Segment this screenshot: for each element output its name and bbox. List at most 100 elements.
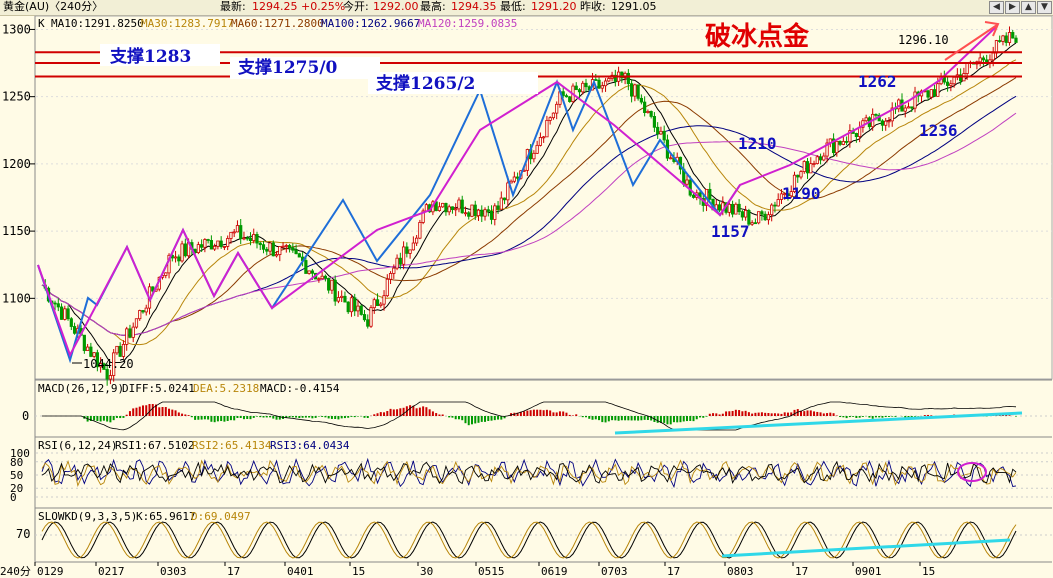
- macd-label: MACD(26,12,9): [38, 382, 124, 395]
- candle-body: [385, 278, 389, 297]
- candle-body: [515, 176, 520, 179]
- candle-body: [388, 273, 393, 280]
- candle-body: [691, 194, 696, 198]
- candle-body: [284, 245, 288, 247]
- candle-body: [874, 113, 878, 116]
- candle-body: [779, 193, 784, 200]
- candle-body: [809, 163, 813, 174]
- candle-body: [213, 245, 217, 250]
- candle-body: [271, 242, 275, 257]
- label-bg: [100, 44, 220, 66]
- candle-body: [499, 197, 503, 210]
- candle-body: [437, 206, 442, 212]
- label-bg: [368, 72, 538, 94]
- level-1262-label: 1262: [858, 72, 897, 91]
- candle-body: [82, 334, 86, 351]
- candle-body: [845, 141, 849, 143]
- candle-body: [831, 138, 836, 154]
- candle-body: [232, 231, 236, 234]
- candle-body: [561, 91, 565, 97]
- candle-body: [818, 156, 823, 161]
- candle-body: [405, 246, 409, 254]
- candle-body: [200, 244, 204, 248]
- candle-body: [401, 246, 406, 265]
- candle-body: [835, 140, 839, 154]
- candle-body: [317, 278, 321, 281]
- candle-body: [568, 96, 572, 102]
- candle-body: [796, 174, 800, 178]
- x-tick-label: 30: [420, 565, 433, 578]
- candle-body: [102, 363, 106, 370]
- rsi1-value: RSI1:67.5102: [115, 439, 194, 452]
- candle-body: [222, 246, 227, 248]
- candle-body: [255, 234, 259, 244]
- level-1157-label: 1157: [711, 222, 750, 241]
- candle-body: [812, 163, 816, 165]
- candle-body: [815, 156, 819, 164]
- x-tick-label: 0619: [541, 565, 568, 578]
- candle-body: [112, 352, 116, 376]
- candle-body: [864, 117, 868, 122]
- high-label: 最高:: [420, 0, 446, 13]
- candle-body: [581, 82, 585, 93]
- candle-body: [72, 326, 77, 334]
- support-1275-label: 支撑1275/0: [238, 57, 338, 78]
- candle-body: [258, 242, 262, 246]
- trend-arrow: [944, 24, 998, 61]
- candle-body: [196, 244, 200, 253]
- candle-body: [235, 225, 240, 233]
- arrow-up-icon[interactable]: ▲: [1021, 1, 1036, 14]
- candle-body: [994, 40, 999, 54]
- arrow-down-icon[interactable]: ▼: [1037, 1, 1052, 14]
- candle-body: [219, 240, 223, 248]
- candle-body: [356, 305, 360, 312]
- high-price-label: 1296.10: [898, 33, 949, 47]
- candle-body: [574, 85, 578, 91]
- candle-body: [483, 209, 487, 217]
- candle-body: [880, 120, 885, 126]
- annotation-title: 破冰点金: [705, 21, 810, 52]
- arrow-right-icon[interactable]: ▶: [1005, 1, 1020, 14]
- x-tick-label: 0217: [98, 565, 125, 578]
- kd-k-value: K:65.9617: [136, 510, 196, 523]
- candle-body: [945, 81, 950, 86]
- y-tick-label: 1300: [2, 22, 31, 36]
- candle-body: [603, 80, 608, 87]
- candle-body: [773, 204, 777, 207]
- candle-body: [887, 120, 891, 123]
- rsi1-line: [41, 457, 1017, 489]
- candle-body: [952, 76, 956, 85]
- candle-body: [268, 242, 272, 252]
- rsi-highlight-circle: [957, 462, 987, 482]
- candle-body: [239, 225, 243, 240]
- level-1236-label: 1236: [919, 121, 958, 140]
- candle-body: [639, 97, 643, 103]
- candle-body: [69, 318, 73, 327]
- candle-body: [118, 345, 122, 357]
- candle-body: [594, 79, 598, 81]
- candle-body: [379, 303, 383, 307]
- kd-label: SLOWKD(9,3,3,5): [38, 510, 137, 523]
- candle-body: [607, 78, 611, 82]
- low-price-label: 1044.20: [83, 357, 134, 371]
- candle-body: [141, 310, 145, 313]
- candle-body: [206, 239, 210, 241]
- candle-body: [294, 249, 298, 255]
- candle-body: [95, 352, 99, 368]
- candle-body: [353, 297, 357, 312]
- candle-body: [229, 231, 233, 239]
- arrow-left-icon[interactable]: ◀: [989, 1, 1004, 14]
- rsi-label: RSI(6,12,24): [38, 439, 117, 452]
- ma120-label: MA120:1259.0835: [418, 17, 517, 30]
- latest-label: 最新:: [220, 0, 246, 13]
- candle-body: [366, 319, 370, 327]
- candle-body: [248, 237, 253, 242]
- candle-body: [766, 214, 771, 221]
- candle-body: [480, 209, 484, 217]
- candle-body: [913, 91, 917, 109]
- candle-body: [626, 72, 630, 85]
- candle-body: [600, 85, 604, 89]
- candle-body: [226, 238, 230, 247]
- candle-body: [134, 318, 139, 328]
- macd-histogram: [42, 401, 1017, 431]
